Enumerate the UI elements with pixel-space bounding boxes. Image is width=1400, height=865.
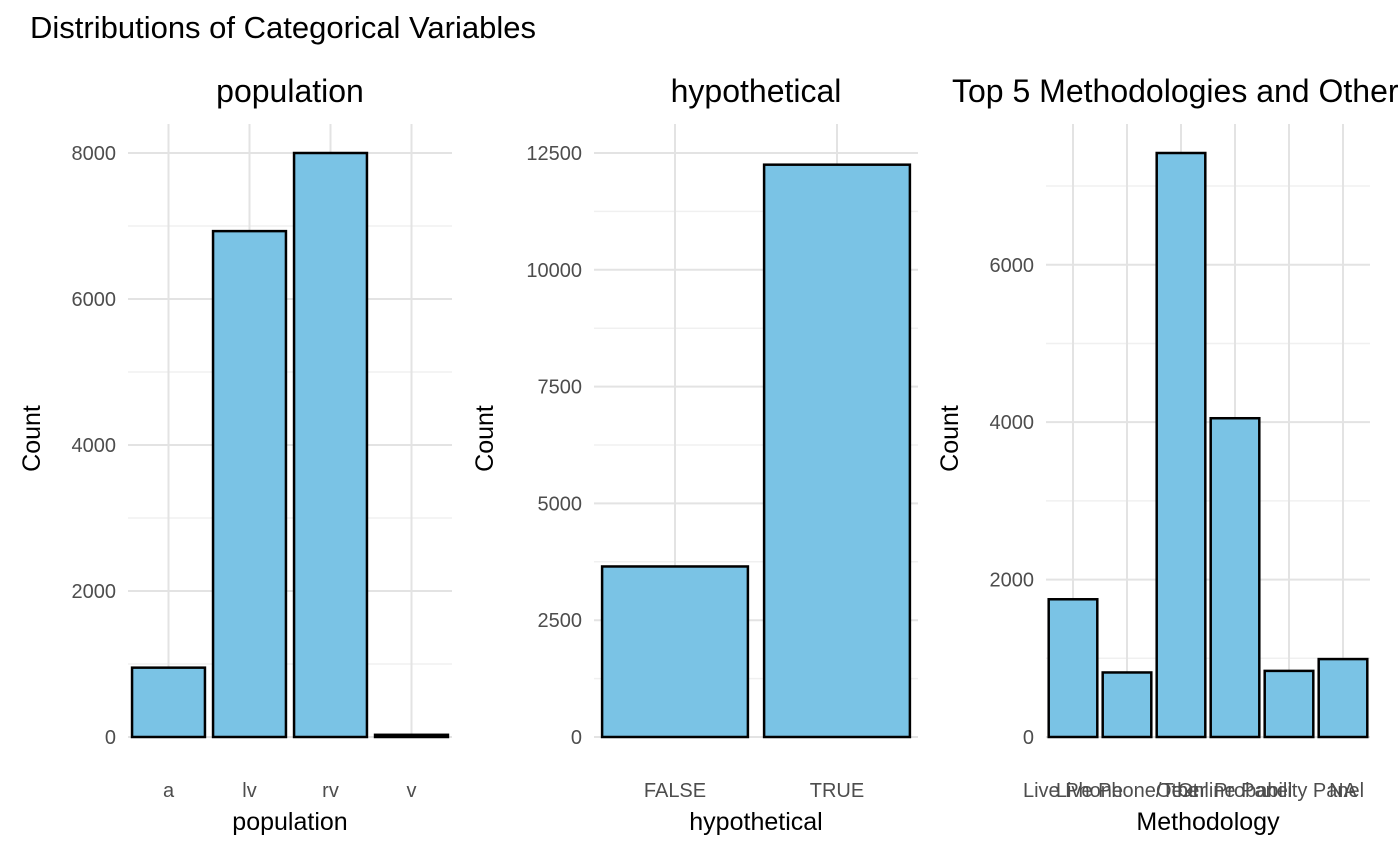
panels: 0 2000 4000 6000 8000 a lv rv v population Count po… (18, 73, 1399, 836)
panel-title: Top 5 Methodologies and Other (952, 73, 1399, 109)
y-tick-label: 10000 (526, 260, 582, 282)
y-axis-title: Count (936, 405, 964, 472)
x-tick-label: NA (1329, 780, 1357, 802)
bar-lv (211, 229, 288, 739)
y-tick-label: 0 (571, 727, 582, 749)
x-tick-label: Live Phone (1023, 780, 1123, 802)
bar-probability-panel (1263, 669, 1315, 739)
x-tick-label: Probability Panel (1214, 780, 1364, 802)
y-axis-title: Count (18, 405, 46, 472)
panel-title: hypothetical (671, 73, 842, 109)
figure-title: Distributions of Categorical Variables (30, 10, 536, 45)
y-tick-label: 4000 (990, 412, 1035, 434)
x-axis-title: hypothetical (689, 808, 822, 836)
bar-rv (292, 151, 369, 739)
chart-panel-2: 0 2500 5000 7500 10000 12500 FALSE TRUE hypothet… (471, 73, 918, 836)
bar-other (1155, 151, 1207, 739)
bar-live-phone (1047, 598, 1099, 739)
x-tick-label: Live Phone/Text (1056, 780, 1199, 802)
x-tick-label: Other (1156, 780, 1206, 802)
bar-false (600, 565, 750, 739)
y-tick-label: 4000 (72, 435, 117, 457)
x-tick-label: Online Panel (1178, 780, 1293, 802)
y-tick-label: 6000 (72, 289, 117, 311)
y-tick-label: 2000 (72, 581, 117, 603)
y-tick-label: 2000 (990, 570, 1035, 592)
y-tick-label: 7500 (538, 377, 583, 399)
y-tick-label: 5000 (538, 493, 583, 515)
y-tick-label: 0 (105, 727, 116, 749)
bar-online-panel (1209, 416, 1261, 739)
bar-a (130, 666, 207, 739)
bar-true (762, 163, 912, 739)
y-tick-label: 2500 (538, 610, 583, 632)
y-tick-label: 6000 (990, 255, 1035, 277)
y-tick-label: 8000 (72, 143, 117, 165)
y-tick-label: 12500 (526, 143, 582, 165)
x-axis-title: Methodology (1136, 808, 1280, 836)
x-tick-label: rv (322, 780, 339, 802)
chart-panel-1: 0 2000 4000 6000 8000 a lv rv v population Count po… (18, 73, 452, 836)
bar-live-phone-text (1101, 671, 1153, 739)
y-tick-label: 0 (1023, 727, 1034, 749)
y-axis-title: Count (471, 405, 499, 472)
x-axis-title: population (232, 808, 347, 836)
bar-na (1317, 657, 1369, 739)
x-tick-label: FALSE (644, 780, 706, 802)
x-tick-label: TRUE (810, 780, 864, 802)
x-tick-label: a (163, 780, 175, 802)
x-tick-label: lv (242, 780, 256, 802)
x-tick-label: v (407, 780, 417, 802)
bar-v (373, 733, 450, 739)
panel-title: population (216, 73, 364, 109)
